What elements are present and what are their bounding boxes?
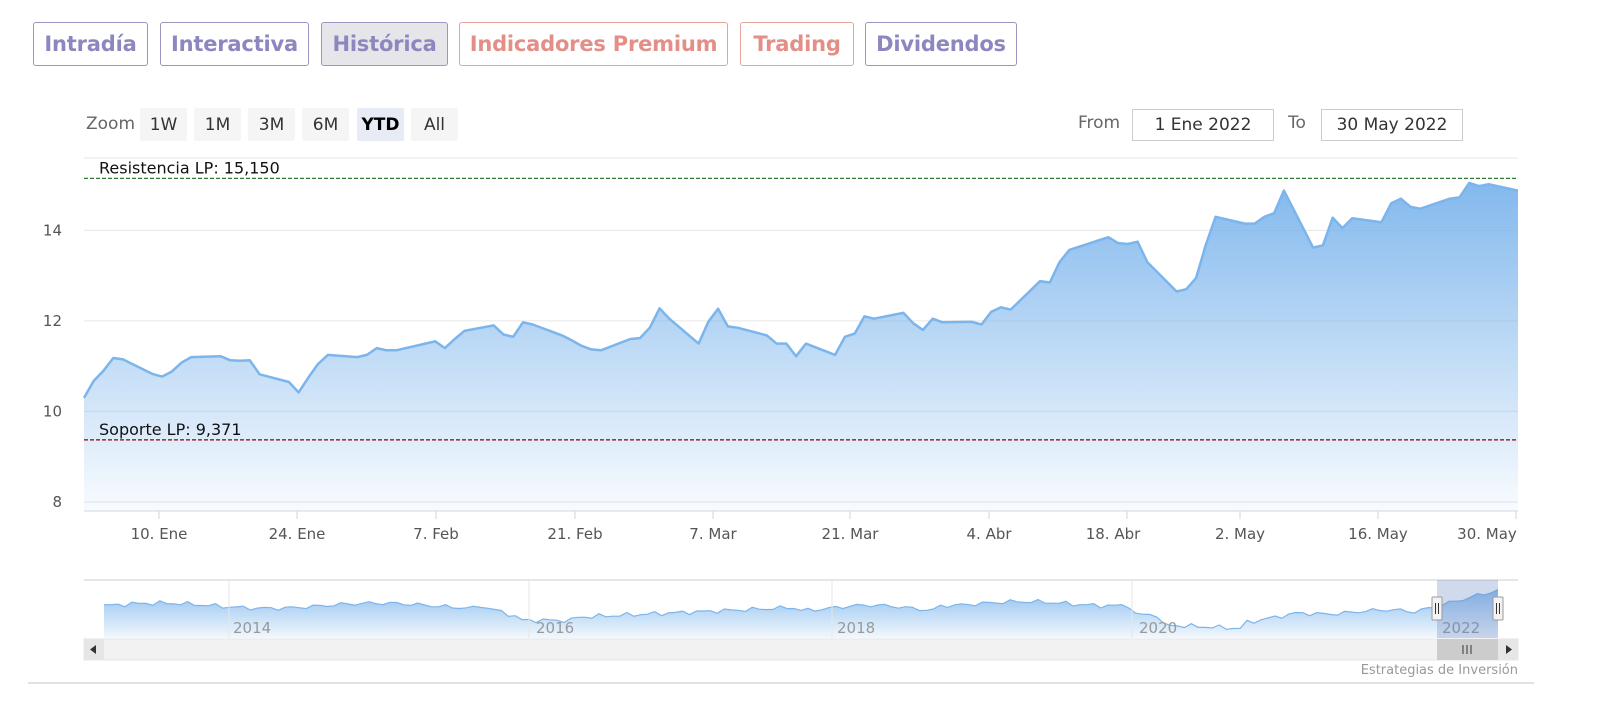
tab-histórica[interactable]: Histórica — [321, 22, 448, 66]
navigator[interactable]: 2014 2016 2018 2020 2022 — [28, 579, 1534, 684]
zoom-button-1m[interactable]: 1M — [194, 108, 241, 141]
x-tick-label: 18. Abr — [1086, 525, 1141, 543]
navigator-area — [104, 589, 1498, 638]
scroll-right-icon — [1506, 645, 1512, 654]
zoom-button-ytd[interactable]: YTD — [357, 108, 404, 141]
plot-line-label: Soporte LP: 9,371 — [99, 420, 242, 439]
x-tick-label: 21. Feb — [547, 525, 602, 543]
y-axis: 8 10 12 14 — [43, 221, 62, 511]
navigator-selection[interactable] — [1437, 580, 1498, 638]
x-tick-label: 30. May — [1457, 525, 1517, 543]
from-date-input[interactable]: 1 Ene 2022 — [1132, 109, 1274, 141]
x-tick-label: 7. Feb — [413, 525, 459, 543]
tab-intradía[interactable]: Intradía — [33, 22, 148, 66]
navigator-line — [104, 589, 1499, 630]
plot-lines: Resistencia LP: 15,150 Soporte LP: 9,371 — [84, 158, 1518, 441]
zoom-label: Zoom — [86, 114, 136, 134]
tab-dividendos[interactable]: Dividendos — [865, 22, 1017, 66]
zoom-button-3m[interactable]: 3M — [248, 108, 295, 141]
x-tick-label: 2. May — [1215, 525, 1265, 543]
to-label: To — [1288, 113, 1306, 133]
zoom-button-1w[interactable]: 1W — [140, 108, 187, 141]
from-label: From — [1078, 113, 1121, 133]
price-area — [84, 182, 1518, 511]
zoom-button-all[interactable]: All — [411, 108, 458, 141]
plot-line-label: Resistencia LP: 15,150 — [99, 158, 280, 177]
to-date-input[interactable]: 30 May 2022 — [1321, 109, 1463, 141]
navigator-year-label: 2014 — [233, 619, 271, 637]
credits: Estrategias de Inversión — [1361, 663, 1518, 678]
navigator-year-label: 2022 — [1442, 619, 1480, 637]
navigator-handle[interactable] — [1431, 596, 1443, 621]
x-tick-label: 7. Mar — [689, 525, 737, 543]
tab-trading[interactable]: Trading — [740, 22, 854, 66]
x-tick-label: 4. Abr — [966, 525, 1012, 543]
tab-indicadores-premium[interactable]: Indicadores Premium — [459, 22, 728, 66]
navigator-handle[interactable] — [1492, 596, 1504, 621]
x-axis: 10. Ene 24. Ene 7. Feb 21. Feb 7. Mar 21. Mar… — [84, 510, 1518, 543]
y-tick-label: 8 — [52, 493, 62, 511]
navigator-year-label: 2018 — [837, 619, 875, 637]
y-tick-label: 10 — [43, 402, 62, 420]
scroll-left-icon — [90, 645, 96, 654]
x-tick-label: 10. Ene — [131, 525, 188, 543]
price-line — [82, 181, 1519, 399]
scrollbar-track[interactable] — [83, 638, 1519, 661]
y-tick-label: 14 — [43, 221, 62, 239]
navigator-year-label: 2020 — [1139, 619, 1177, 637]
x-tick-label: 16. May — [1348, 525, 1408, 543]
x-tick-label: 24. Ene — [269, 525, 326, 543]
x-tick-label: 21. Mar — [822, 525, 880, 543]
zoom-button-6m[interactable]: 6M — [302, 108, 349, 141]
navigator-year-label: 2016 — [536, 619, 574, 637]
y-tick-label: 12 — [43, 312, 62, 330]
tab-interactiva[interactable]: Interactiva — [160, 22, 309, 66]
